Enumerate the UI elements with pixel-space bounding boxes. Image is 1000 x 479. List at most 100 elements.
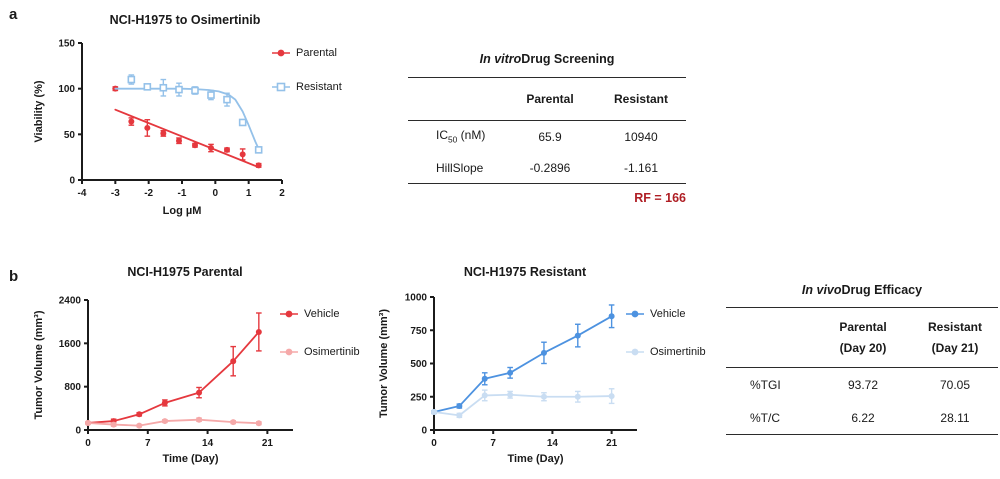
svg-text:-3: -3 (111, 188, 120, 199)
svg-text:0: 0 (85, 438, 91, 449)
vehicle-marker-icon (280, 310, 298, 318)
chart-a-title: NCI-H1975 to Osimertinib (109, 13, 261, 27)
invivo-table-title: In vivo Drug Efficacy (726, 272, 998, 307)
svg-text:7: 7 (145, 438, 151, 449)
table-rule (726, 367, 998, 368)
table-row: %TGI 93.72 70.05 (726, 368, 998, 401)
chart-b1-series-osimertinib (85, 416, 262, 429)
invivo-header-resistant-line2: (Day 21) (931, 340, 979, 355)
svg-text:150: 150 (58, 39, 75, 50)
data-point (507, 391, 514, 398)
data-point (127, 75, 136, 84)
data-point (239, 151, 246, 158)
data-point (507, 369, 514, 376)
data-point (207, 91, 215, 99)
legend-item-vehicle: Vehicle (280, 307, 360, 321)
table-rule (408, 120, 686, 121)
data-point (110, 421, 117, 428)
legend-label: Osimertinib (650, 346, 706, 358)
table-row: %T/C 6.22 28.11 (726, 401, 998, 434)
svg-text:-4: -4 (78, 188, 87, 199)
data-point (161, 418, 168, 425)
invivo-header-parental-line2: (Day 20) (839, 340, 887, 355)
chart-b2-canvas: 0 7 14 21 0 250 500 750 1000 Time (Day) Tumor Volu… (378, 293, 637, 465)
legend-item-osimertinib: Osimertinib (280, 345, 360, 359)
chart-b1-xlabel: Time (Day) (162, 453, 218, 465)
data-point (161, 399, 168, 406)
data-point (128, 118, 135, 125)
legend-label: Vehicle (304, 308, 340, 320)
table-row: IC50 (nM) 65.9 10940 (408, 121, 686, 152)
parental-marker-icon (272, 49, 290, 57)
svg-text:0: 0 (421, 426, 427, 437)
tgi-label: %TGI (750, 377, 781, 392)
invivo-title-italic: In vivo (801, 282, 842, 297)
data-point (136, 422, 143, 429)
chart-b1-canvas: 0 7 14 21 0 800 1600 2400 Time (Day) Tumor Volume… (33, 296, 293, 465)
data-point (192, 142, 198, 149)
chart-b2-axes: 0 7 14 21 0 250 500 750 1000 (405, 293, 637, 449)
data-point (160, 130, 167, 137)
svg-text:2400: 2400 (59, 296, 82, 307)
ic50-label-unit: (nM) (457, 128, 486, 143)
svg-text:7: 7 (490, 438, 496, 449)
legend-label: Osimertinib (304, 346, 360, 358)
table-row: HillSlope -0.2896 -1.161 (408, 152, 686, 183)
data-point (159, 83, 168, 92)
chart-a-axes: -4 -3 -2 -1 0 1 2 0 50 100 150 (58, 39, 285, 200)
svg-text:0: 0 (213, 188, 219, 199)
data-point (208, 145, 214, 152)
invivo-header-parental-line1: Parental (839, 319, 887, 334)
invitro-header-row: Parental Resistant (408, 78, 686, 120)
chart-b2-series-vehicle (431, 304, 615, 416)
data-point (176, 137, 182, 144)
invitro-table-title: In vitro Drug Screening (408, 40, 686, 77)
legend-item-osimertinib: Osimertinib (626, 345, 706, 359)
svg-text:800: 800 (64, 382, 81, 393)
invitro-header-parental: Parental (526, 92, 574, 106)
chart-b1-series-vehicle (85, 312, 262, 426)
data-point (136, 411, 143, 418)
svg-text:-1: -1 (178, 188, 187, 199)
data-point (230, 419, 237, 426)
hillslope-label: HillSlope (436, 160, 484, 175)
data-point (574, 332, 581, 339)
chart-b2-title: NCI-H1975 Resistant (463, 265, 587, 279)
hillslope-resistant-value: -1.161 (623, 160, 659, 175)
tc-parental-value: 6.22 (851, 410, 875, 425)
ic50-label-main: IC (436, 128, 448, 143)
chart-b2-xlabel: Time (Day) (507, 453, 563, 465)
data-point (224, 146, 230, 153)
svg-text:-2: -2 (144, 188, 153, 199)
chart-a-series-parental (112, 85, 262, 169)
data-point (238, 118, 247, 127)
legend-item-resistant: Resistant (272, 80, 342, 94)
ic50-resistant-value: 10940 (624, 129, 658, 144)
data-point (255, 162, 262, 169)
svg-text:250: 250 (410, 392, 427, 403)
invivo-table: In vivo Drug Efficacy Parental (Day 20) … (726, 272, 998, 435)
osimertinib-marker-icon (280, 348, 298, 356)
chart-b2-series-osimertinib (431, 388, 615, 419)
invitro-title-italic: In vitro (479, 51, 522, 66)
svg-text:21: 21 (262, 438, 274, 449)
data-point (223, 95, 231, 104)
chart-a-legend: Parental Resistant (272, 46, 342, 114)
chart-a-series-resistant (114, 74, 263, 154)
svg-text:100: 100 (58, 84, 75, 95)
chart-b1-legend: Vehicle Osimertinib (280, 307, 360, 383)
data-point (540, 393, 547, 400)
data-point (255, 420, 262, 427)
svg-text:1000: 1000 (405, 293, 428, 304)
legend-label: Vehicle (650, 308, 686, 320)
table-rule (408, 77, 686, 78)
legend-item-vehicle: Vehicle (626, 307, 706, 321)
data-point (608, 393, 615, 400)
invitro-title-rest: Drug Screening (521, 51, 615, 66)
svg-text:0: 0 (75, 426, 81, 437)
data-point (608, 313, 615, 320)
svg-text:750: 750 (410, 326, 427, 337)
chart-b1-title: NCI-H1975 Parental (127, 265, 243, 279)
data-point (574, 393, 581, 400)
